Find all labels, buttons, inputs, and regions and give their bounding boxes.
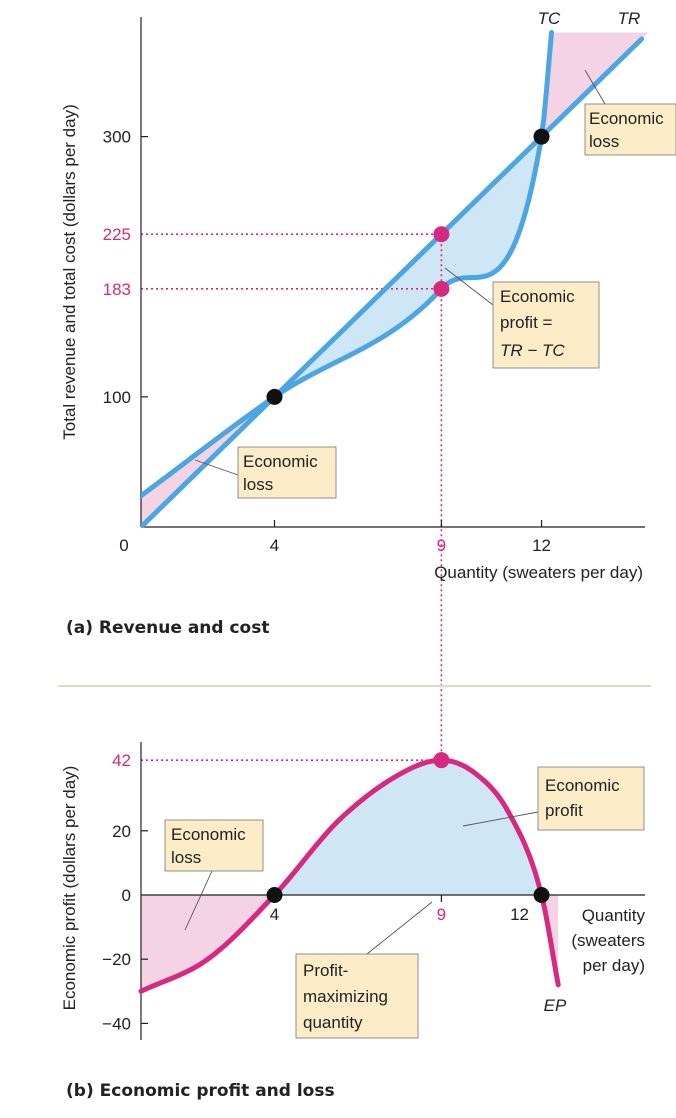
series-label-ep: EP xyxy=(544,996,567,1015)
ep-loss-area-low xyxy=(141,895,275,992)
panel-a-ticks: 0 4 9 12 100 300 225 183 xyxy=(103,128,551,555)
data-point xyxy=(266,887,283,903)
x-tick-label: 9 xyxy=(437,536,446,555)
annotation-line: TR − TC xyxy=(500,341,565,360)
y-tick-label-highlight: 42 xyxy=(112,751,131,770)
panel-a-caption: (a) Revenue and cost xyxy=(66,618,269,638)
ep-curve xyxy=(138,757,561,994)
leader-ep-loss xyxy=(184,870,213,931)
panel-b-x-axis-label-line: Quantity xyxy=(582,906,646,925)
series-label-tr: TR xyxy=(618,9,641,28)
panel-b-ticks: 4 9 12 20 0 −20 −40 42 xyxy=(102,751,543,1033)
data-point xyxy=(533,887,550,903)
annotation-economic-profit: Economic profit xyxy=(537,766,645,831)
annotation-line: profit xyxy=(545,801,583,820)
y-tick-label-highlight: 183 xyxy=(103,280,131,299)
annotation-line: Economic xyxy=(545,776,620,795)
panel-b-caption: (b) Economic profit and loss xyxy=(66,1081,335,1101)
panel-b-x-axis-label-line: (sweaters xyxy=(571,931,645,950)
y-tick-label: 300 xyxy=(103,128,131,147)
data-point xyxy=(433,226,450,243)
annotation-line: loss xyxy=(243,475,273,494)
panel-b-leader-lines xyxy=(184,811,539,955)
panel-a-revenue-and-cost: 0 4 9 12 100 300 225 183 TC TR Total revenue an… xyxy=(60,9,676,761)
leader-profit xyxy=(444,267,494,306)
panel-a-y-axis-label: Total revenue and total cost (dollars pe… xyxy=(60,104,79,439)
y-tick-label: −20 xyxy=(102,950,131,969)
x-tick-label: 0 xyxy=(119,536,128,555)
annotation-profit-maximizing-quantity: Profit- maximizing quantity xyxy=(295,953,419,1039)
annotation-economic-loss-high: Economic loss xyxy=(584,103,676,156)
x-tick-label: 12 xyxy=(532,536,551,555)
loss-area-high-a xyxy=(541,32,552,137)
data-point xyxy=(533,128,550,145)
y-tick-label: 100 xyxy=(103,388,131,407)
leader-loss-low xyxy=(194,459,239,476)
annotation-line: quantity xyxy=(303,1013,363,1032)
ep-loss-area-high xyxy=(541,895,559,985)
annotation-line: Economic xyxy=(589,109,664,128)
data-point xyxy=(433,752,450,769)
panel-b-x-axis-label-line: per day) xyxy=(583,956,645,975)
leader-profit-max xyxy=(366,901,433,955)
annotation-line: Profit- xyxy=(303,961,348,980)
x-tick-label: 4 xyxy=(270,536,279,555)
panel-b-points xyxy=(266,752,550,903)
x-tick-label: 9 xyxy=(437,905,446,924)
y-tick-label: 20 xyxy=(112,822,131,841)
panel-b-economic-profit: 4 9 12 20 0 −20 −40 42 EP Economic profit (doll… xyxy=(60,742,645,1101)
annotation-line: loss xyxy=(589,132,619,151)
x-tick-label: 12 xyxy=(510,905,529,924)
annotation-line: Economic xyxy=(171,825,246,844)
panel-a-leader-lines xyxy=(194,69,606,476)
annotation-line: Economic xyxy=(243,452,318,471)
annotation-line: maximizing xyxy=(303,987,388,1006)
y-tick-label: 0 xyxy=(122,886,131,905)
panel-a-x-axis-label: Quantity (sweaters per day) xyxy=(434,563,643,582)
y-tick-label-highlight: 225 xyxy=(103,225,131,244)
panel-b-shaded-areas xyxy=(141,760,559,992)
panel-a-guide-lines xyxy=(141,233,443,761)
series-label-tc: TC xyxy=(538,9,561,28)
x-tick-label: 4 xyxy=(270,905,279,924)
leader-loss-high xyxy=(584,69,606,105)
panel-b-y-axis-label: Economic profit (dollars per day) xyxy=(60,766,79,1011)
annotation-line: profit = xyxy=(500,313,553,332)
annotation-economic-loss-low: Economic loss xyxy=(237,446,337,499)
data-point xyxy=(266,388,283,405)
annotation-line: Economic xyxy=(500,287,575,306)
ep-profit-area xyxy=(274,760,542,895)
leader-ep-profit xyxy=(462,811,539,827)
panel-a-curves xyxy=(141,30,645,528)
y-tick-label: −40 xyxy=(102,1014,131,1033)
tr-curve xyxy=(141,36,645,528)
tc-curve xyxy=(141,30,555,499)
annotation-line: loss xyxy=(171,848,201,867)
annotation-economic-loss: Economic loss xyxy=(164,819,264,872)
data-point xyxy=(433,280,450,297)
annotation-economic-profit-tr-tc: Economic profit = TR − TC xyxy=(492,281,600,369)
panel-b-curves xyxy=(138,757,561,994)
panel-a-points xyxy=(266,128,550,405)
